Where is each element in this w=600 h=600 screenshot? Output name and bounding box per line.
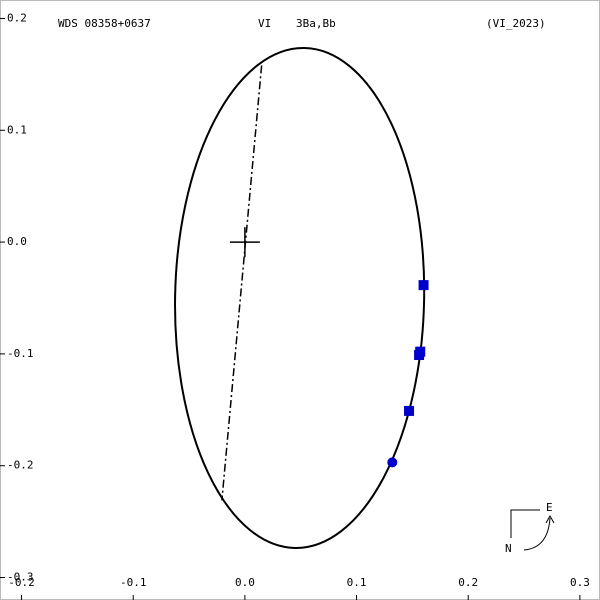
header-comp: 3Ba,Bb — [296, 17, 336, 30]
observation — [404, 405, 415, 416]
orbit — [174, 47, 426, 549]
x-tick-label: 0.2 — [458, 576, 478, 589]
x-tick-label: -0.1 — [120, 576, 147, 589]
y-tick-label: 0.2 — [7, 11, 27, 24]
y-tick-label: -0.2 — [7, 459, 34, 472]
header-grade: VI — [258, 17, 271, 30]
observation — [418, 280, 429, 291]
compass-e: E — [546, 501, 553, 514]
header-id: WDS 08358+0637 — [58, 17, 151, 30]
x-tick-label: 0.3 — [570, 576, 590, 589]
y-tick-label: -0.3 — [7, 571, 34, 584]
y-tick-label: 0.0 — [7, 235, 27, 248]
header-ref: (VI_2023) — [486, 17, 546, 30]
compass-arrow — [523, 514, 555, 551]
x-tick-label: -0.2 — [8, 576, 35, 589]
y-tick-label: -0.1 — [7, 347, 34, 360]
compass: N E — [505, 501, 555, 555]
y-tick-label: 0.1 — [7, 123, 27, 136]
x-tick-label: 0.1 — [347, 576, 367, 589]
compass-n: N — [505, 542, 512, 555]
node-line — [221, 65, 263, 501]
x-tick-label: 0.0 — [235, 576, 255, 589]
observation — [387, 457, 398, 468]
observation — [414, 350, 425, 361]
compass-axes — [510, 509, 540, 538]
primary-star — [229, 227, 260, 258]
